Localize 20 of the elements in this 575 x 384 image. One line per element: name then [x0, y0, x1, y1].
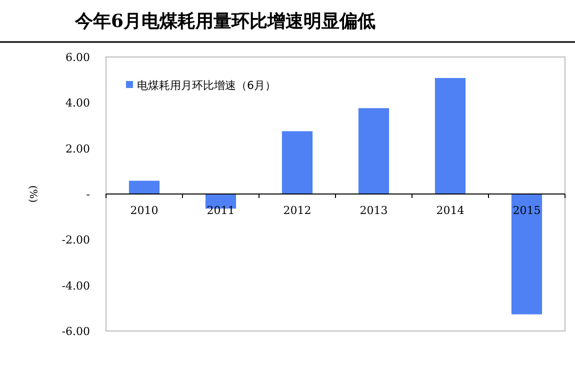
x-tick-label: 2015 [512, 204, 541, 217]
chart-title: 今年6月电煤耗用量环比增速明显偏低 [74, 11, 376, 32]
y-axis-title: (%) [27, 185, 38, 203]
bar [511, 194, 542, 314]
x-tick-label: 2014 [436, 204, 464, 217]
y-tick-label: 4.00 [66, 96, 90, 110]
y-tick-label: 6.00 [66, 51, 90, 64]
y-tick-label: - [86, 188, 90, 201]
x-tick-label: 2010 [130, 204, 158, 217]
legend-label: 电煤耗用月环比增速（6月） [137, 79, 276, 92]
y-tick-label: -6.00 [62, 325, 90, 338]
y-tick-label: -4.00 [62, 279, 90, 292]
bar [434, 78, 466, 194]
y-tick-label: 2.00 [66, 142, 90, 156]
x-tick-label: 2012 [283, 204, 312, 217]
bar [128, 180, 160, 194]
y-tick-label: -2.00 [62, 234, 90, 247]
bar [358, 108, 390, 194]
bar [282, 131, 313, 194]
x-tick-label: 2013 [360, 204, 388, 217]
